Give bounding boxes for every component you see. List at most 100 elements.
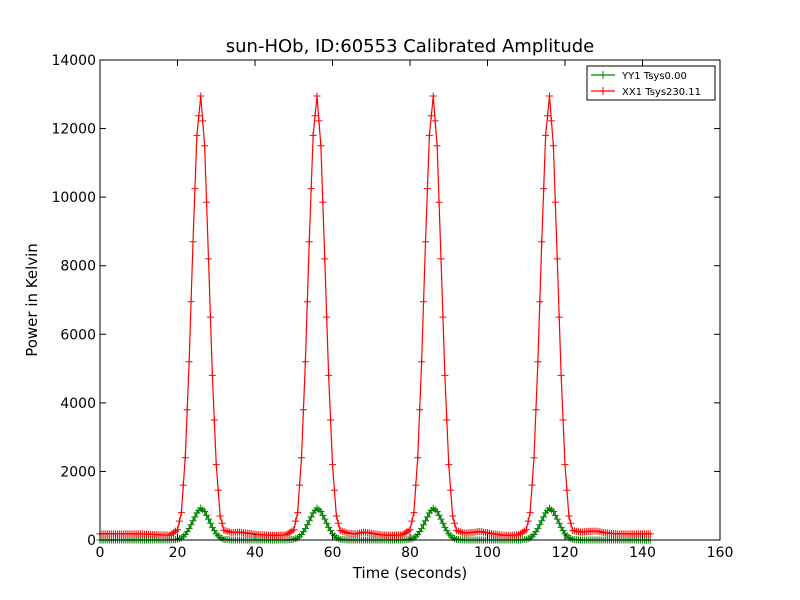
y-tick-label: 8000 <box>60 259 96 275</box>
x-tick-label: 40 <box>246 545 264 561</box>
y-axis-ticks: 0 2000 4000 6000 8000 10000 12000 14000 <box>51 53 720 549</box>
data-point-marker <box>218 519 226 527</box>
legend-entry: YY1 Tsys0.00 <box>591 71 687 82</box>
data-point-marker <box>195 112 203 120</box>
data-point-marker <box>542 131 550 139</box>
data-point-marker <box>205 255 212 263</box>
data-point-marker <box>214 486 222 494</box>
data-point-marker <box>179 481 187 489</box>
data-point-marker <box>309 131 317 139</box>
data-point-marker <box>206 519 214 527</box>
data-point-marker <box>212 461 220 469</box>
data-point-marker <box>540 185 548 193</box>
data-point-marker <box>319 198 327 206</box>
data-point-marker <box>334 519 342 527</box>
data-point-marker <box>546 92 553 100</box>
data-point-marker <box>435 511 443 519</box>
data-point-marker <box>294 509 302 517</box>
data-point-marker <box>555 313 563 321</box>
data-point-marker <box>311 112 319 120</box>
data-point-marker <box>317 508 325 516</box>
data-point-marker <box>425 131 433 139</box>
data-point-marker <box>522 526 530 534</box>
data-point-marker <box>433 142 441 150</box>
data-point-marker <box>447 486 455 494</box>
data-point-marker <box>216 512 224 520</box>
data-point-marker <box>420 521 428 529</box>
data-point-marker <box>208 371 216 379</box>
data-point-marker <box>420 298 428 306</box>
legend-label: XX1 Tsys230.11 <box>622 87 701 98</box>
y-tick-label: 0 <box>87 533 96 549</box>
legend-marker-swatch <box>599 87 607 95</box>
y-tick-label: 6000 <box>60 327 96 343</box>
y-tick-label: 12000 <box>51 122 96 138</box>
data-point-marker <box>561 461 569 469</box>
x-axis-ticks: 0 20 40 60 80 100 120 140 160 <box>96 60 734 561</box>
data-point-marker <box>174 526 181 534</box>
data-point-marker <box>189 517 197 525</box>
data-point-marker <box>301 525 309 533</box>
data-point-marker <box>441 371 449 379</box>
legend-entries: YY1 Tsys0.00 XX1 Tsys230.11 <box>591 71 701 98</box>
data-point-marker <box>303 521 311 529</box>
data-point-marker <box>532 406 540 414</box>
data-point-marker <box>646 530 654 538</box>
data-point-marker <box>423 185 431 193</box>
data-point-marker <box>307 513 315 521</box>
data-point-marker <box>305 517 313 525</box>
data-point-marker <box>534 358 542 366</box>
data-point-marker <box>303 298 311 306</box>
y-axis-label: Power in Kelvin <box>23 243 41 357</box>
data-point-marker <box>555 519 563 527</box>
data-point-marker <box>435 198 443 206</box>
data-point-marker <box>203 198 211 206</box>
data-point-marker <box>437 255 445 263</box>
x-tick-label: 80 <box>401 545 419 561</box>
data-point-marker <box>290 526 298 534</box>
data-point-marker <box>551 198 559 206</box>
data-point-marker <box>451 519 459 527</box>
data-point-marker <box>187 298 195 306</box>
legend-entry: XX1 Tsys230.11 <box>591 87 701 98</box>
data-point-marker <box>298 454 305 462</box>
data-point-marker <box>433 508 441 516</box>
x-tick-label: 160 <box>707 545 734 561</box>
data-point-marker <box>330 486 338 494</box>
data-point-marker <box>538 238 546 246</box>
data-point-marker <box>201 142 209 150</box>
data-point-marker <box>307 185 315 193</box>
data-point-marker <box>418 525 426 533</box>
data-point-marker <box>299 406 307 414</box>
data-point-marker <box>536 521 544 529</box>
data-point-marker <box>423 513 431 521</box>
x-tick-label: 20 <box>169 545 187 561</box>
data-point-marker <box>305 238 313 246</box>
data-point-marker <box>439 313 447 321</box>
data-point-marker <box>534 525 542 533</box>
data-point-marker <box>301 358 309 366</box>
data-point-marker <box>526 509 534 517</box>
data-point-marker <box>205 515 212 523</box>
data-point-marker <box>410 509 418 517</box>
data-point-marker <box>544 112 552 120</box>
x-tick-label: 140 <box>629 545 656 561</box>
data-point-marker <box>181 454 189 462</box>
data-point-marker <box>292 517 300 525</box>
data-point-marker <box>538 517 546 525</box>
x-tick-label: 120 <box>552 545 579 561</box>
data-point-marker <box>547 117 555 125</box>
data-point-marker <box>332 512 340 520</box>
data-point-marker <box>189 238 197 246</box>
x-axis-label: Time (seconds) <box>352 564 468 582</box>
data-point-marker <box>185 525 193 533</box>
data-point-marker <box>313 92 321 100</box>
data-point-marker <box>559 416 567 424</box>
data-point-marker <box>416 406 424 414</box>
data-point-marker <box>422 517 429 525</box>
series-1 <box>96 92 654 539</box>
data-point-marker <box>536 298 544 306</box>
y-tick-label: 10000 <box>51 190 96 206</box>
data-point-marker <box>563 486 571 494</box>
data-point-marker <box>445 461 453 469</box>
